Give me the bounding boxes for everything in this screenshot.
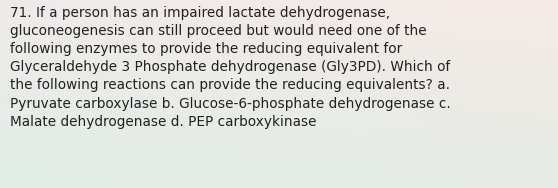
Text: 71. If a person has an impaired lactate dehydrogenase,
gluconeogenesis can still: 71. If a person has an impaired lactate … bbox=[10, 6, 451, 129]
